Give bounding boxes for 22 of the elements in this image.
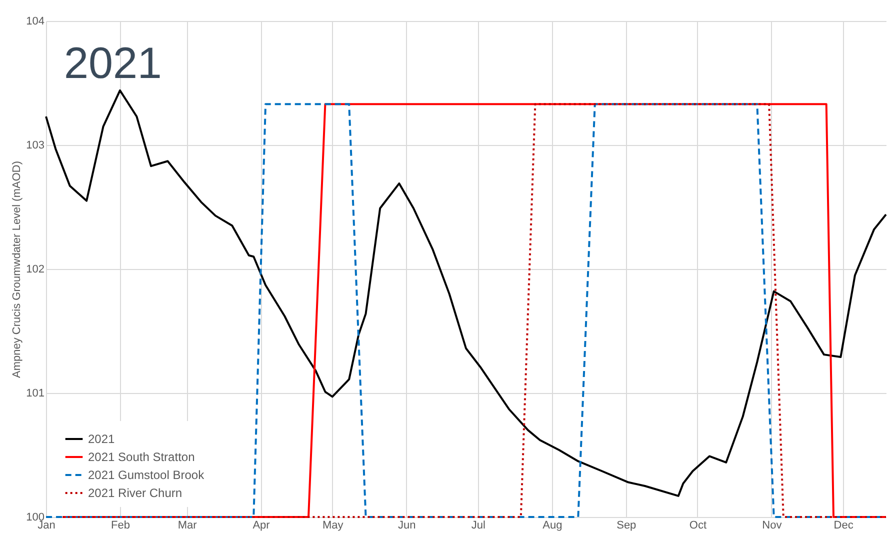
y-tick-label: 101	[26, 388, 44, 400]
y-axis-title: Ampney Crucis Groumwdater Level (mAOD)	[11, 160, 24, 378]
y-tick-label: 104	[26, 16, 44, 28]
x-tick-label: Jan	[38, 520, 56, 532]
legend-label: 2021 South Stratton	[88, 450, 195, 464]
annotation: 2021	[64, 39, 162, 88]
x-tick-label: Aug	[542, 520, 562, 532]
x-tick-label: Jun	[398, 520, 416, 532]
legend-label: 2021 River Churn	[88, 486, 182, 500]
x-tick-label: Feb	[110, 520, 130, 532]
x-tick-label: Dec	[834, 520, 854, 532]
x-tick-label: Nov	[762, 520, 782, 532]
x-tick-label: May	[322, 520, 344, 532]
x-tick-label: Oct	[689, 520, 707, 532]
legend-label: 2021	[88, 432, 116, 446]
x-tick-label: Mar	[178, 520, 198, 532]
x-tick-label: Sep	[616, 520, 636, 532]
y-tick-label: 102	[26, 264, 44, 276]
x-tick-label: Jul	[471, 520, 486, 532]
legend-label: 2021 Gumstool Brook	[88, 468, 206, 482]
x-tick-label: Apr	[252, 520, 270, 532]
y-tick-label: 103	[26, 140, 44, 152]
